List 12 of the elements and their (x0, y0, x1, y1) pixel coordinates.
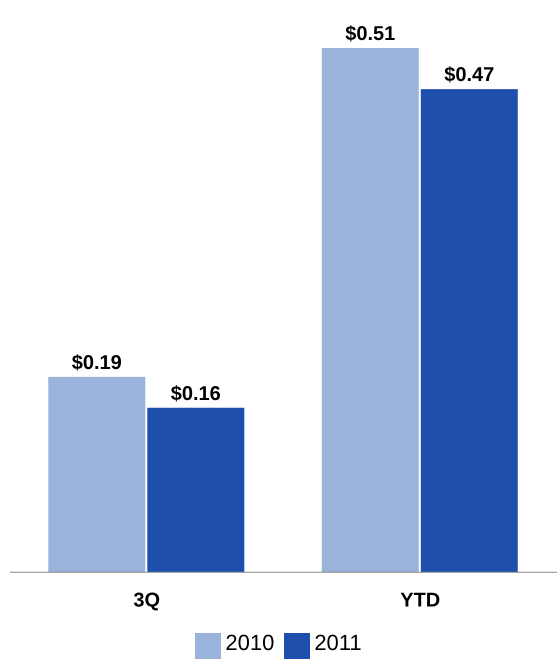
data-label: $0.16 (170, 382, 221, 405)
x-tick-label: YTD (400, 589, 440, 612)
legend-label: 2010 (225, 630, 274, 656)
data-label: $0.19 (72, 352, 122, 374)
bar (147, 408, 244, 572)
data-label: $0.47 (444, 64, 494, 86)
bar (420, 89, 518, 572)
legend-label: 2011 (314, 630, 362, 656)
x-tick-label: 3Q (133, 589, 160, 612)
bar (322, 48, 419, 572)
bar (48, 376, 146, 572)
data-label: $0.51 (345, 23, 396, 45)
